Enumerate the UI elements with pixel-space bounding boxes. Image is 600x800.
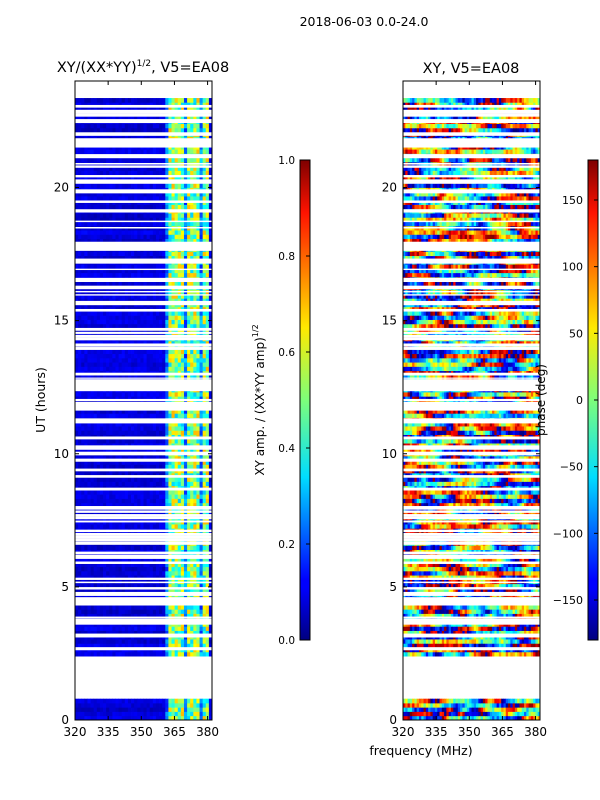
x-tick-label: 320 [64,725,87,739]
colorbar-tick-label: 0 [576,394,583,407]
colorbar-tick-label: 0.6 [278,347,295,359]
y-tick-label: 0 [61,713,69,727]
colorbar-tick-label: 1.0 [278,155,295,167]
colorbar-tick-label: 50 [569,327,583,340]
y-tick-label: 15 [382,314,397,328]
y-tick-label: 20 [54,181,69,195]
left-ylabel: UT (hours) [33,367,48,433]
colorbar-amp-ticks: 0.0 0.2 0.4 0.6 0.8 1.0 [278,155,310,647]
colorbar-tick-label: −100 [553,527,583,540]
colorbar-tick-label: 150 [562,194,583,207]
left-heatmap [75,81,212,720]
y-tick-label: 5 [61,580,69,594]
suptitle: 2018-06-03 0.0-24.0 [300,14,429,29]
xlabel: frequency (MHz) [369,743,472,758]
colorbar-tick-label: 0.2 [278,539,295,551]
colorbar-amp-label-sup: 1/2 [251,324,260,337]
left-title-sup: 1/2 [137,59,151,69]
right-heatmap [403,81,540,720]
x-tick-label: 350 [130,725,153,739]
left-title: XY/(XX*YY)1/2, V5=EA08 [57,59,229,76]
right-axis-ticks: 320 335 350 365 380 0 5 10 15 20 [382,81,547,739]
y-tick-label: 5 [389,580,397,594]
x-tick-label: 365 [491,725,514,739]
colorbar-tick-label: −50 [560,461,583,474]
left-title-suffix: , V5=EA08 [151,60,229,76]
y-tick-label: 15 [54,314,69,328]
colorbar-tick-label: 0.8 [278,251,295,263]
colorbar-tick-label: −150 [553,594,583,607]
x-tick-label: 335 [425,725,448,739]
y-tick-label: 10 [54,447,69,461]
x-tick-label: 380 [196,725,219,739]
left-title-main: XY/(XX*YY) [57,60,137,76]
left-axis-ticks: 320 335 350 365 380 0 5 10 15 20 [54,81,219,739]
colorbar-phase-label: phase (deg) [534,364,548,436]
colorbar-tick-label: 100 [562,261,583,274]
y-tick-label: 0 [389,713,397,727]
left-axes-frame [74,80,213,721]
right-axes-frame [402,80,541,721]
colorbar-amp [299,159,311,641]
colorbar-tick-label: 0.4 [278,443,295,455]
x-tick-label: 380 [524,725,547,739]
x-tick-label: 350 [458,725,481,739]
y-tick-label: 10 [382,447,397,461]
colorbar-amp-label-main: XY amp. / (XX*YY amp) [253,337,267,475]
x-tick-label: 335 [97,725,120,739]
y-tick-label: 20 [382,181,397,195]
x-tick-label: 365 [163,725,186,739]
right-title: XY, V5=EA08 [423,61,520,77]
colorbar-tick-label: 0.0 [278,635,295,647]
x-tick-label: 320 [392,725,415,739]
colorbar-amp-label: XY amp. / (XX*YY amp)1/2 [251,324,267,475]
colorbar-phase-ticks: −150 −100 −50 0 50 100 150 [553,194,598,607]
